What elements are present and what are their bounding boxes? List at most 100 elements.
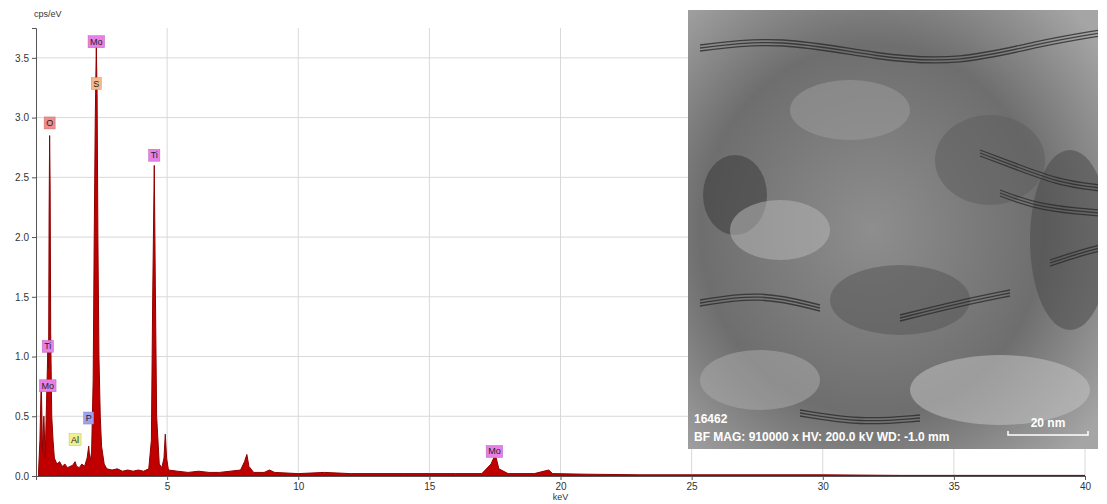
element-label-text: O bbox=[46, 118, 53, 128]
tick-label: 40 bbox=[1080, 481, 1092, 492]
element-label: Mo bbox=[486, 445, 503, 457]
scale-bar-label: 20 nm bbox=[1031, 416, 1066, 430]
tick-label: 0.0 bbox=[15, 471, 29, 482]
tick-label: 3.5 bbox=[15, 53, 29, 64]
element-label-box bbox=[42, 340, 53, 352]
tem-fringe bbox=[900, 293, 1010, 318]
tick: 15 bbox=[424, 476, 436, 492]
tick-mark bbox=[32, 58, 36, 59]
tick-mark bbox=[298, 476, 299, 480]
tick: 35 bbox=[949, 476, 961, 492]
tick-label: 20 bbox=[555, 481, 567, 492]
tick: 1.5 bbox=[15, 292, 36, 303]
tem-fringe bbox=[980, 156, 1098, 191]
tick-label: 25 bbox=[687, 481, 699, 492]
x-axis-title: keV bbox=[553, 492, 569, 502]
tick-mark bbox=[167, 476, 168, 480]
element-label-text: Ti bbox=[44, 341, 51, 351]
element-label: Mo bbox=[88, 36, 105, 48]
tem-fringe bbox=[980, 153, 1098, 188]
tick: 10 bbox=[293, 476, 305, 492]
tick-mark bbox=[954, 476, 955, 480]
tick-label: 5 bbox=[165, 481, 171, 492]
tick-mark bbox=[692, 476, 693, 480]
grid-line-x bbox=[167, 28, 168, 476]
tick-label: 15 bbox=[424, 481, 436, 492]
tick-mark bbox=[32, 118, 36, 119]
image-caption: BF MAG: 910000 x HV: 200.0 kV WD: -1.0 m… bbox=[694, 430, 949, 444]
element-label-box bbox=[88, 36, 105, 48]
tick: 2.0 bbox=[15, 232, 36, 243]
tem-fringe bbox=[700, 33, 1098, 60]
tick-mark bbox=[823, 476, 824, 480]
tick-label: 35 bbox=[949, 481, 961, 492]
tick-mark bbox=[561, 476, 562, 480]
tick-label: 30 bbox=[818, 481, 830, 492]
tem-grain bbox=[730, 200, 830, 260]
tem-fringe bbox=[900, 290, 1010, 315]
tick-label: 0.5 bbox=[15, 411, 29, 422]
tem-fringe bbox=[700, 30, 1098, 57]
element-label-text: Mo bbox=[90, 37, 103, 47]
grid-line-x bbox=[560, 28, 561, 476]
tick-mark bbox=[32, 416, 36, 417]
grid-line-x bbox=[429, 28, 430, 476]
tick-label: 3.0 bbox=[15, 112, 29, 123]
tem-fringe bbox=[700, 300, 820, 311]
tick-mark bbox=[32, 476, 36, 477]
element-label: Ti bbox=[42, 340, 53, 352]
element-label-box bbox=[149, 149, 160, 161]
tick: 30 bbox=[818, 476, 830, 492]
tem-grain bbox=[830, 265, 970, 335]
tick: 3.0 bbox=[15, 112, 36, 123]
tick-label: 2.0 bbox=[15, 232, 29, 243]
tick: 25 bbox=[687, 476, 699, 492]
element-label-text: P bbox=[86, 413, 92, 423]
element-label: Mo bbox=[40, 380, 57, 392]
tem-fringe bbox=[980, 150, 1098, 185]
tem-fringe bbox=[1050, 248, 1098, 263]
element-label-text: Mo bbox=[42, 381, 55, 391]
element-label: S bbox=[91, 78, 101, 90]
tem-grain bbox=[910, 355, 1090, 425]
tem-fringe bbox=[1050, 251, 1098, 266]
element-label: Al bbox=[69, 434, 81, 446]
tick-label: 1.5 bbox=[15, 292, 29, 303]
tick: 0.0 bbox=[15, 471, 36, 482]
grid-line-x bbox=[298, 28, 299, 476]
tem-grain bbox=[700, 350, 820, 410]
element-label-box bbox=[40, 380, 57, 392]
tick: 40 bbox=[1080, 476, 1092, 492]
element-label-box bbox=[84, 412, 94, 424]
tick: 0.5 bbox=[15, 411, 36, 422]
element-label: P bbox=[84, 412, 94, 424]
element-label-text: S bbox=[93, 79, 99, 89]
tick-label: 1.0 bbox=[15, 351, 29, 362]
tem-fringe bbox=[700, 36, 1098, 63]
tem-fringe bbox=[900, 296, 1010, 321]
tem-grain bbox=[790, 80, 910, 140]
chart: 5101520253035400.00.51.01.52.02.53.03.5c… bbox=[0, 0, 1107, 504]
element-label: O bbox=[44, 117, 55, 129]
tick-label: 10 bbox=[293, 481, 305, 492]
element-label-text: Al bbox=[71, 435, 79, 445]
element-label-text: Ti bbox=[151, 150, 158, 160]
tem-fringe bbox=[800, 416, 920, 424]
element-label-box bbox=[69, 434, 81, 446]
x-axis: 5 10 15 20 25 30 35 40 bbox=[37, 476, 1092, 492]
tem-texture bbox=[700, 30, 1098, 425]
element-label-box bbox=[486, 445, 503, 457]
tick-mark bbox=[1085, 476, 1086, 480]
tick: 20 bbox=[555, 476, 567, 492]
tem-image: BF MAG: 910000 x HV: 200.0 kV WD: -1.0 m… bbox=[688, 10, 1107, 449]
element-label-box bbox=[91, 78, 101, 90]
tick-mark bbox=[32, 297, 36, 298]
tick: 1.0 bbox=[15, 351, 36, 362]
element-label: Ti bbox=[149, 149, 160, 161]
tick: 3.5 bbox=[15, 53, 36, 64]
y-axis: 0.00.51.01.52.02.53.03.5 bbox=[15, 29, 36, 482]
tick-mark bbox=[32, 237, 36, 238]
scale-bar bbox=[1008, 431, 1088, 435]
tick-mark bbox=[32, 177, 36, 178]
element-label-box bbox=[44, 117, 55, 129]
